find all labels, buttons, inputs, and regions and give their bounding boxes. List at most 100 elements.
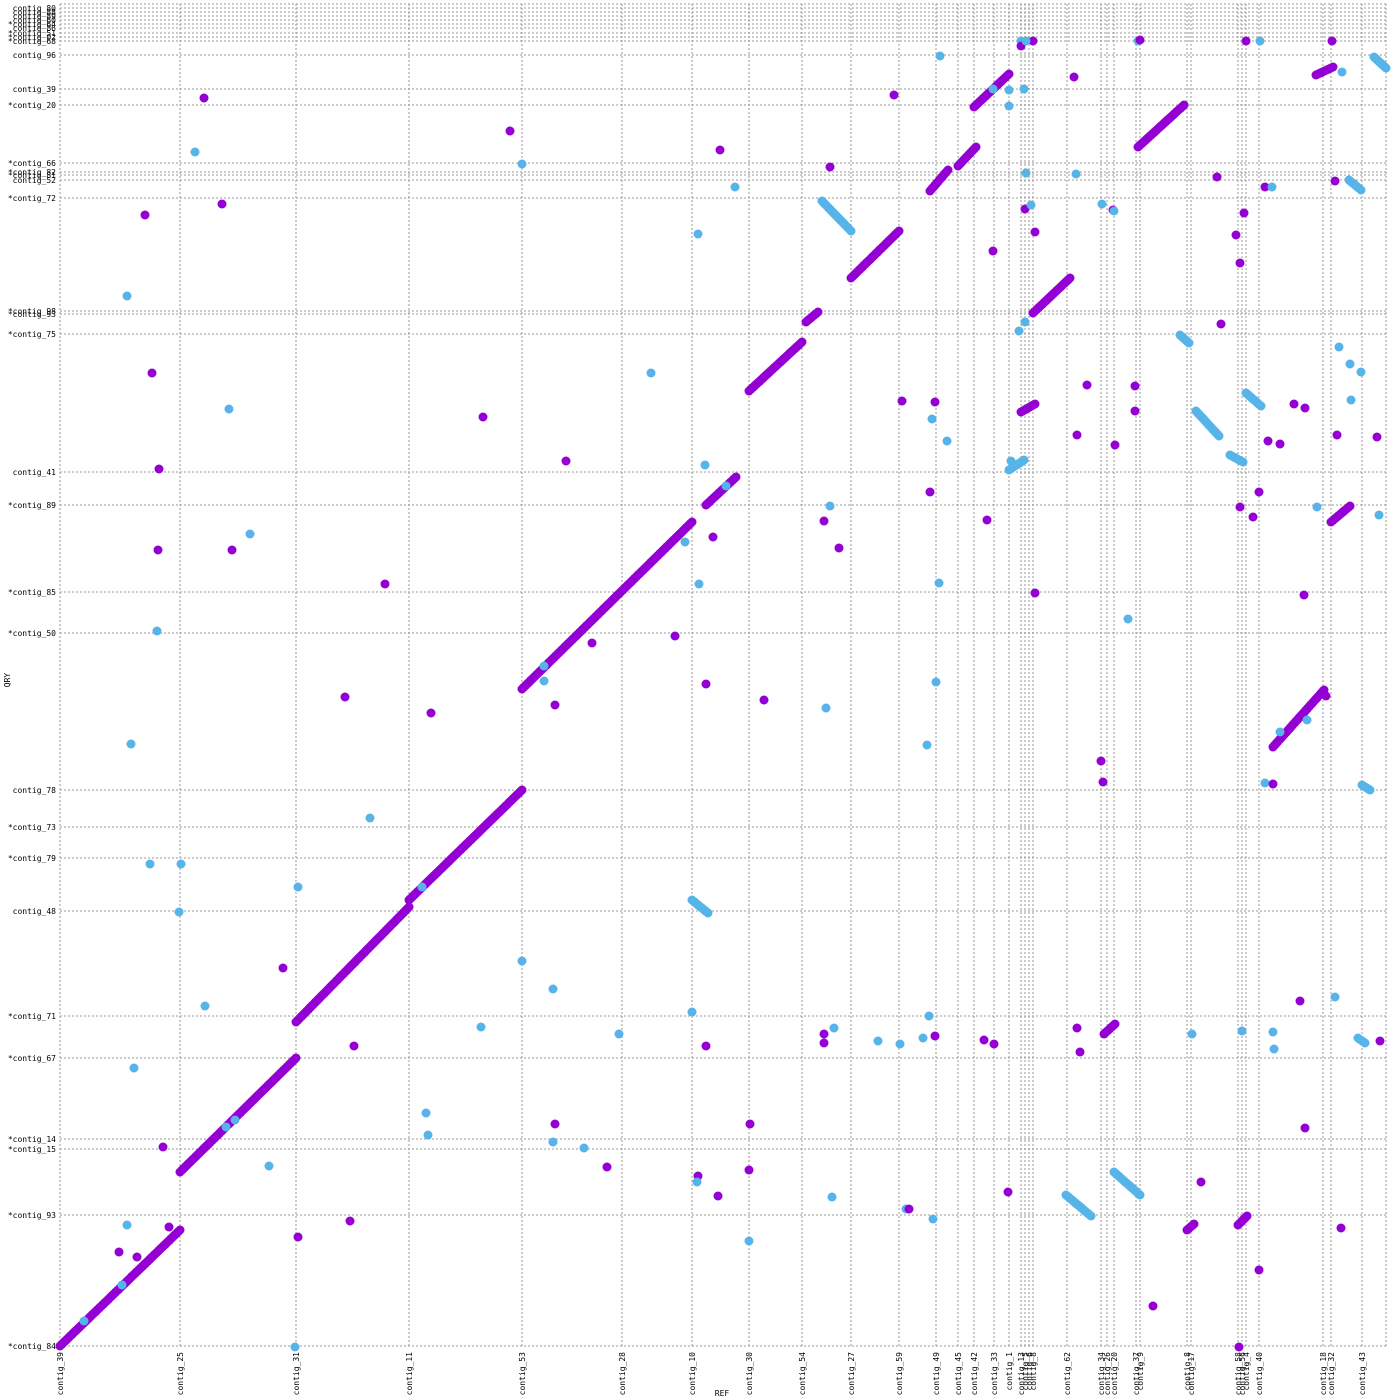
- alignment-point: [227, 545, 237, 555]
- x-tick-label: contig_62: [1063, 1352, 1072, 1396]
- alignment-point: [1356, 367, 1366, 377]
- y-tick-label: *contig_73: [8, 823, 56, 832]
- alignment-point: [293, 1232, 303, 1242]
- alignment-point: [1239, 208, 1249, 218]
- alignment-point: [930, 1031, 940, 1041]
- y-tick-label: *contig_85: [8, 588, 56, 597]
- alignment-point: [827, 1192, 837, 1202]
- x-tick-label: contig_20: [1110, 1352, 1119, 1396]
- x-tick-label: contig_32: [1327, 1352, 1336, 1396]
- y-tick-label: *contig_14: [8, 1135, 56, 1144]
- alignment-point: [79, 1316, 89, 1326]
- alignment-point: [721, 481, 731, 491]
- alignment-point: [927, 414, 937, 424]
- alignment-point: [290, 1342, 300, 1352]
- alignment-point: [889, 90, 899, 100]
- alignment-dot: [687, 517, 697, 527]
- alignment-point: [1327, 36, 1337, 46]
- alignment-point: [614, 1029, 624, 1039]
- alignment-marks: [55, 35, 1391, 1352]
- alignment-point: [365, 813, 375, 823]
- alignment-point: [1300, 403, 1310, 413]
- alignment-point: [646, 368, 656, 378]
- alignment-dot: [1019, 455, 1029, 465]
- alignment-point: [701, 679, 711, 689]
- alignment-dot: [404, 902, 414, 912]
- x-tick-label: contig_18: [1319, 1352, 1328, 1396]
- x-tick-label: contig_8: [1183, 1352, 1192, 1391]
- alignment-point: [1097, 199, 1107, 209]
- x-tick-label: contig_25: [176, 1352, 185, 1396]
- alignment-point: [1187, 1029, 1197, 1039]
- alignment-point: [1026, 200, 1036, 210]
- y-tick-label: contig_89: [13, 12, 57, 21]
- x-tick-label: contig_8: [1029, 1352, 1038, 1391]
- alignment-point: [199, 93, 209, 103]
- alignment-dot: [1214, 431, 1224, 441]
- alignment-point: [1110, 440, 1120, 450]
- alignment-point: [1021, 36, 1031, 46]
- alignment-point: [548, 1137, 558, 1147]
- alignment-point: [924, 1011, 934, 1021]
- alignment-point: [918, 1033, 928, 1043]
- alignment-point: [1268, 779, 1278, 789]
- x-tick-label: contig_56: [1238, 1352, 1247, 1396]
- alignment-dot: [1356, 185, 1366, 195]
- alignment-point: [1275, 439, 1285, 449]
- alignment-dot: [1135, 1190, 1145, 1200]
- grid-lines: [59, 3, 1387, 1347]
- alignment-point: [221, 1122, 231, 1132]
- alignment-point: [230, 1115, 240, 1125]
- x-tick-label: contig_59: [895, 1352, 904, 1396]
- x-tick-label: contig_28: [618, 1352, 627, 1396]
- alignment-dot: [1256, 401, 1266, 411]
- y-tick-label: *contig_50: [8, 629, 56, 638]
- x-tick-label: contig_45: [954, 1352, 963, 1396]
- alignment-point: [1028, 36, 1038, 46]
- alignment-dot: [1328, 62, 1338, 72]
- y-tick-label: *contig_51: [8, 29, 56, 38]
- alignment-point: [928, 1214, 938, 1224]
- y-tick-label: contig_52: [13, 176, 57, 185]
- alignment-point: [930, 397, 940, 407]
- alignment-point: [1289, 399, 1299, 409]
- alignment-point: [345, 1216, 355, 1226]
- alignment-point: [1006, 456, 1016, 466]
- alignment-point: [164, 1222, 174, 1232]
- alignment-point: [744, 1236, 754, 1246]
- alignment-point: [478, 412, 488, 422]
- alignment-point: [1135, 35, 1145, 45]
- x-tick-label: contig_49: [932, 1352, 941, 1396]
- x-tick-label: contig_30: [745, 1352, 754, 1396]
- alignment-point: [715, 145, 725, 155]
- alignment-point: [925, 487, 935, 497]
- alignment-point: [1234, 1342, 1244, 1352]
- alignment-point: [126, 739, 136, 749]
- alignment-point: [1312, 502, 1322, 512]
- alignment-point: [505, 126, 515, 136]
- y-tick-label: *contig_84: [8, 1342, 56, 1351]
- alignment-point: [217, 199, 227, 209]
- alignment-point: [561, 456, 571, 466]
- y-tick-label: *contig_98: [8, 307, 56, 316]
- alignment-point: [1302, 715, 1312, 725]
- alignment-point: [550, 1119, 560, 1129]
- alignment-point: [700, 460, 710, 470]
- x-tick-label: contig_9: [1136, 1352, 1145, 1391]
- alignment-point: [819, 516, 829, 526]
- alignment-point: [1071, 169, 1081, 179]
- alignment-dot: [1381, 63, 1391, 73]
- alignment-point: [834, 543, 844, 553]
- alignment-point: [1004, 101, 1014, 111]
- alignment-point: [1268, 1027, 1278, 1037]
- x-tick-label: contig_33: [990, 1352, 999, 1396]
- alignment-dot: [1189, 1219, 1199, 1229]
- alignment-point: [264, 1161, 274, 1171]
- alignment-point: [942, 436, 952, 446]
- alignment-point: [979, 1035, 989, 1045]
- alignment-point: [897, 396, 907, 406]
- alignment-dot: [175, 1225, 185, 1235]
- x-tick-label: contig_31: [292, 1352, 301, 1396]
- x-tick-label: contig_42: [970, 1352, 979, 1396]
